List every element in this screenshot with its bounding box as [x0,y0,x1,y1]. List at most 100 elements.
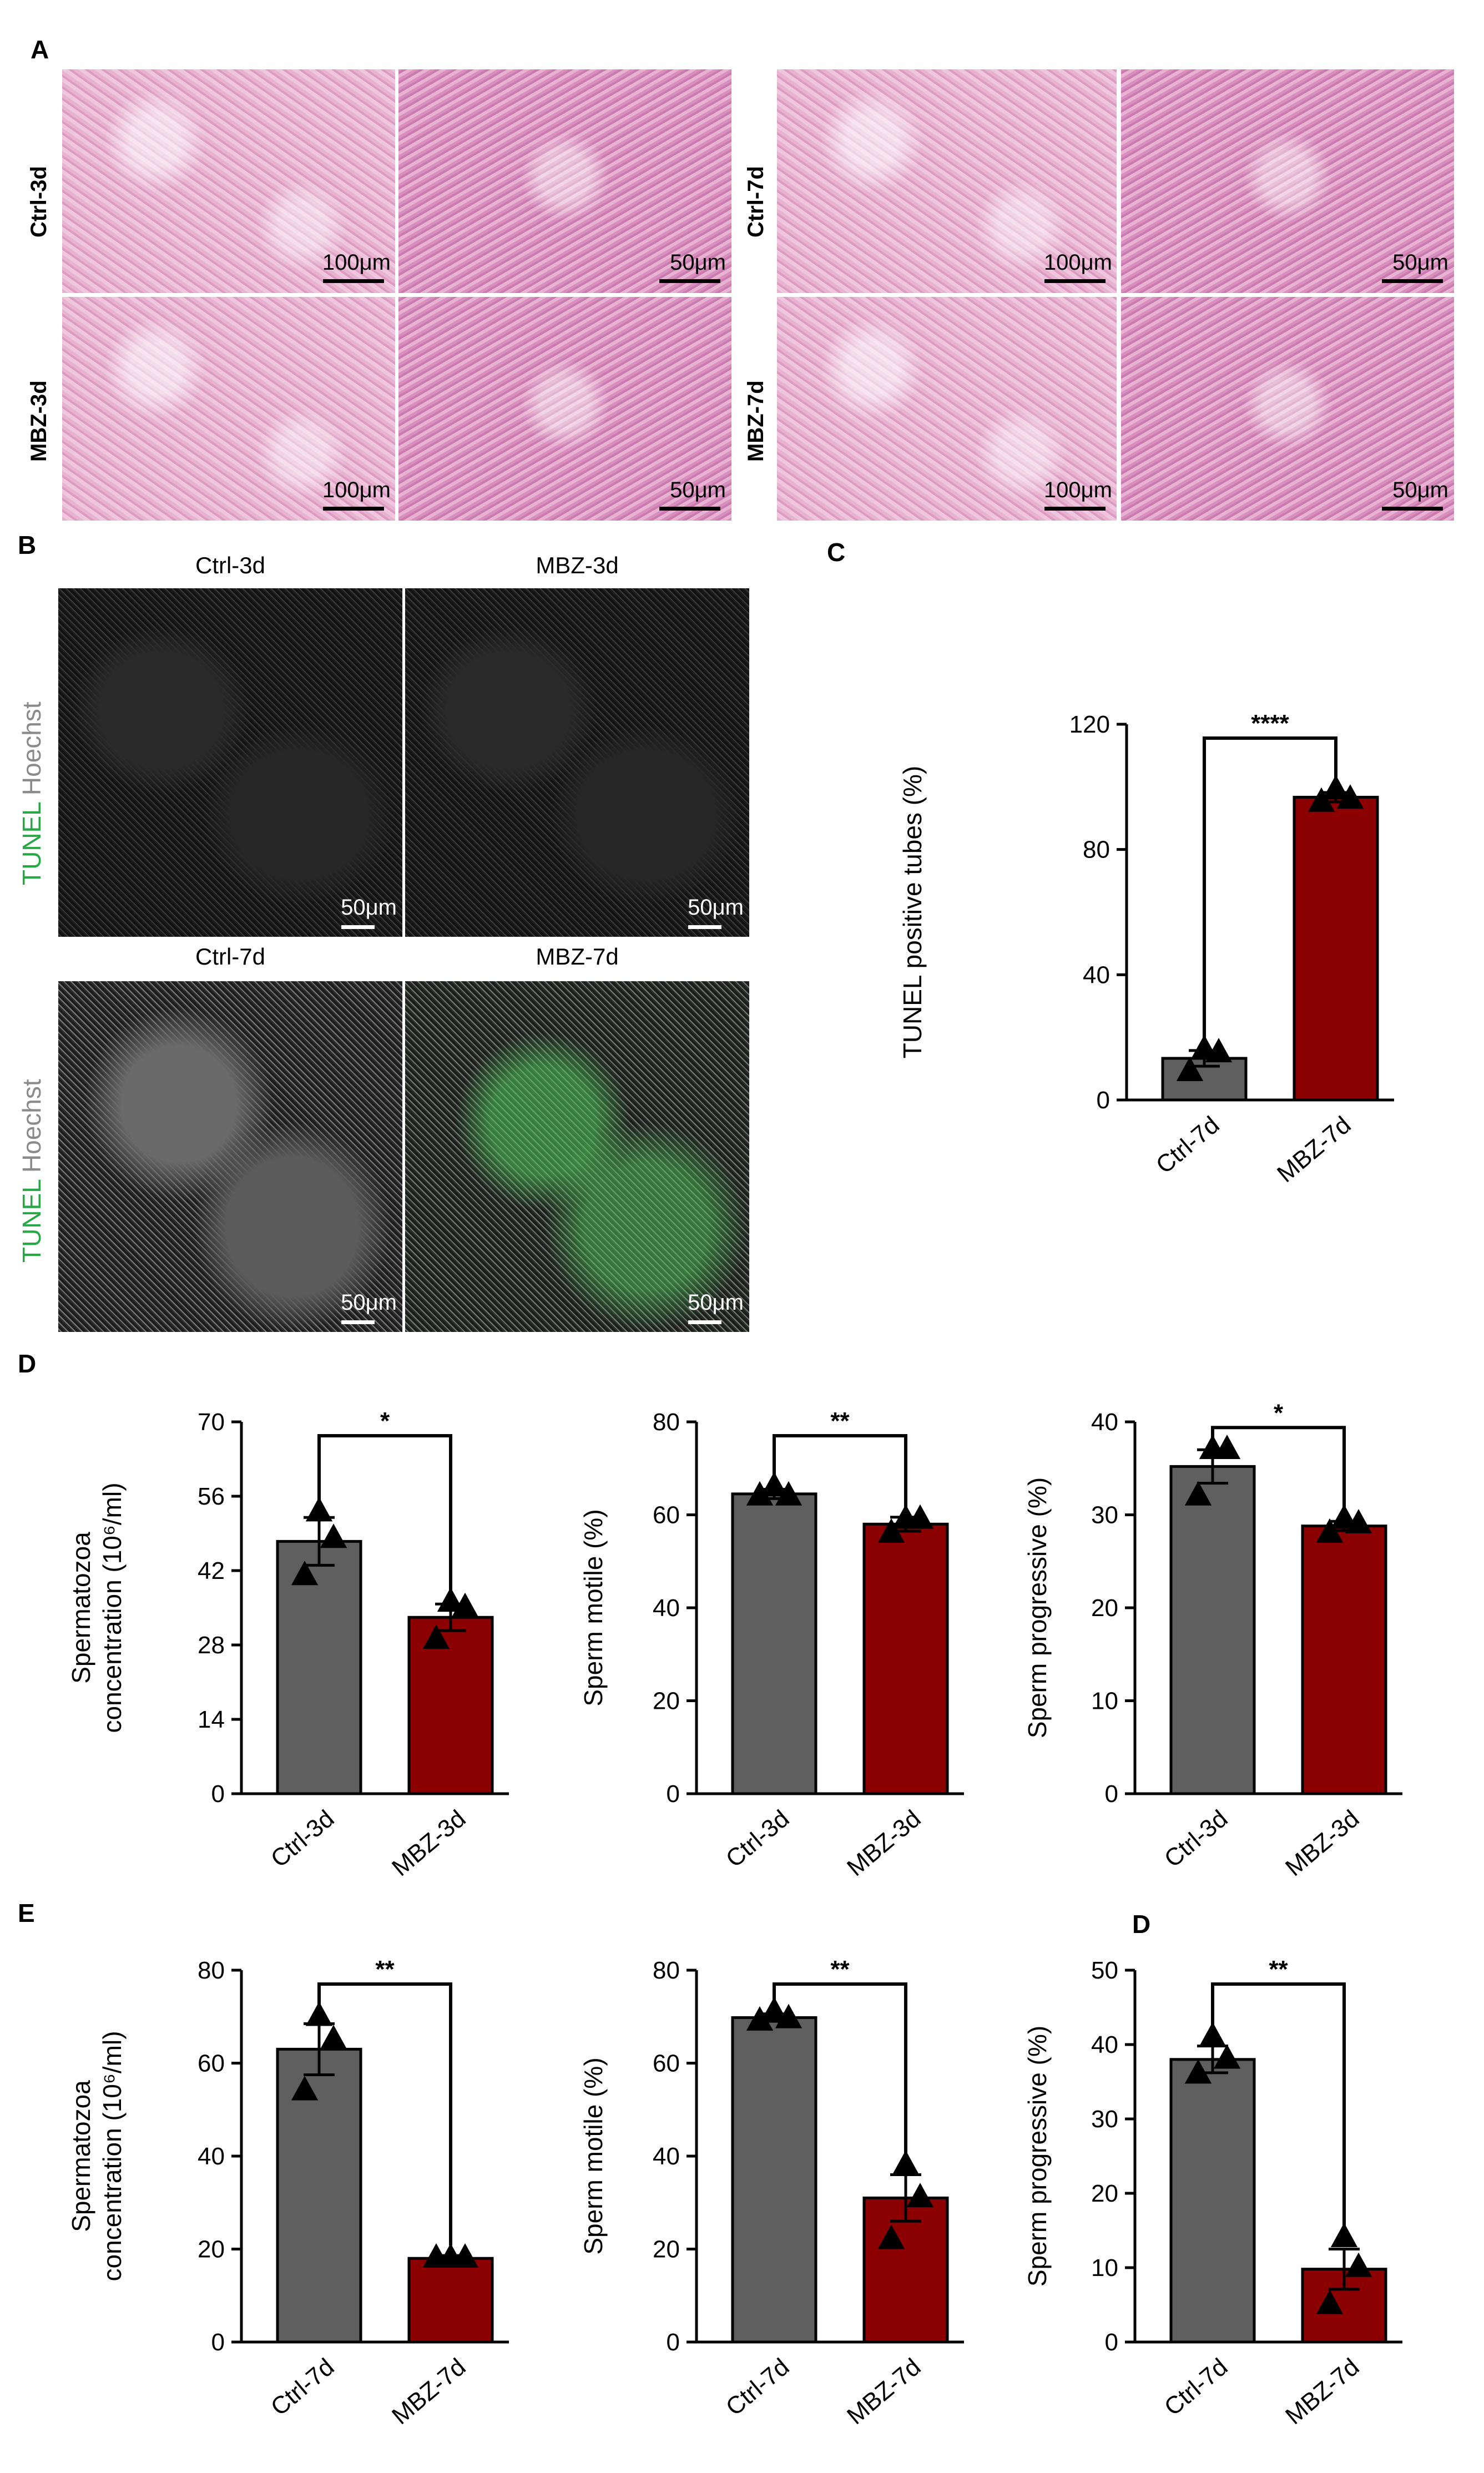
significance-label: ** [830,1956,850,1983]
significance-label: ** [375,1956,395,1983]
col-label-ctrl-7d: Ctrl-7d [195,943,266,970]
x-category-label: MBZ-7d [387,2353,471,2430]
y-tick-label: 30 [1091,1502,1118,1529]
y-tick-label: 20 [653,1688,680,1715]
scale-bar [688,1320,721,1324]
y-tick-label: 0 [667,2329,680,2356]
data-point [1213,2044,1241,2069]
y-tick-label: 20 [1091,1594,1118,1622]
data-point [320,1523,347,1548]
significance-label: ** [830,1407,850,1435]
y-axis-label: Spermatozoa [67,2080,95,2232]
scale-bar [341,1320,375,1324]
bar-mbz-3d [407,1616,494,1795]
y-tick-label: 40 [653,1594,680,1622]
y-tick-label: 40 [198,2143,225,2170]
he-micrograph-mbz-3d-low: 100μm [62,297,395,521]
data-point [906,2183,934,2208]
scale-label: 100μm [1043,478,1112,502]
data-point [892,1504,920,1529]
panel-letter-d-duplicate: D [1132,1910,1151,1939]
x-category-label: MBZ-3d [1280,1805,1364,1881]
data-point [746,1481,774,1506]
data-point [1205,1038,1233,1063]
x-category-label: MBZ-3d [387,1805,471,1881]
data-point [1213,1434,1241,1459]
data-point [451,1592,479,1617]
he-micrograph-ctrl-7d-low: 100μm [777,69,1117,293]
y-tick-label: 60 [653,2050,680,2077]
y-axis-label: TUNEL positive tubes (%) [898,766,927,1058]
bar-mbz-7d [862,2196,949,2344]
bar-ctrl-3d [276,1540,362,1795]
bar-mbz-7d [1301,2268,1387,2344]
significance-bracket [773,1434,907,1507]
data-point [1316,1518,1344,1543]
y-axis-label: Sperm motile (%) [579,2057,608,2254]
bar-mbz-3d [1301,1525,1387,1795]
x-category-label: Ctrl-3d [266,1805,340,1873]
y-tick-label: 0 [1105,2329,1118,2356]
data-point [1316,2289,1344,2314]
y-axis-label: Sperm progressive (%) [1023,2026,1052,2287]
bar-mbz-3d [862,1522,949,1795]
chart-e3: 0 10 20 30 40 50 Sperm progressive (%) Ctrl-7d M… [1023,1956,1402,2430]
data-point [305,1497,333,1522]
data-point [1184,1481,1212,1506]
data-point [877,2224,905,2249]
y-tick-label: 120 [1069,711,1110,738]
x-category-label: Ctrl-7d [1151,1111,1225,1179]
data-point [320,2025,347,2050]
x-category-label: Ctrl-7d [1159,2353,1233,2421]
data-point [1190,1034,1218,1059]
y-tick-label: 30 [1091,2106,1118,2133]
scale-bar [688,925,721,929]
he-micrograph-mbz-7d-high: 50μm [1121,297,1454,521]
data-point [1330,1504,1358,1529]
scale-label: 50μm [688,895,744,920]
y-tick-label: 42 [198,1557,225,1584]
x-category-label: Ctrl-7d [266,2353,340,2421]
data-point [1199,2022,1226,2047]
he-micrograph-mbz-3d-high: 50μm [398,297,731,521]
he-micrograph-ctrl-3d-high: 50μm [398,69,731,293]
y-tick-label: 80 [198,1957,225,1984]
data-point [877,1518,905,1543]
y-tick-label: 40 [1091,2031,1118,2058]
significance-label: ** [1269,1956,1288,1983]
y-axis-label: Sperm progressive (%) [1023,1477,1052,1738]
y-tick-label: 20 [1091,2180,1118,2207]
he-micrograph-ctrl-3d-low: 100μm [62,69,395,293]
significance-bracket [317,1982,452,2246]
significance-label: **** [1251,710,1289,737]
stain-tunel: TUNEL [17,1179,46,1263]
chart-e2: 0 20 40 60 80 Sperm motile (%) Ctrl-7d MBZ-7d ** [579,1956,964,2430]
x-category-label: MBZ-7d [842,2353,926,2430]
scale-bar [659,507,720,511]
y-axis-label: Sperm motile (%) [579,1509,608,1706]
y-tick-label: 0 [211,1780,225,1808]
data-point [1345,1508,1372,1533]
y-axis-label: concentration (10⁶/ml) [98,1482,127,1733]
data-point [1308,787,1335,812]
significance-label: * [380,1407,390,1435]
data-point [775,1481,802,1506]
row-label-ctrl-3d: Ctrl-3d [27,166,51,238]
scale-label: 50μm [341,895,397,920]
scale-label: 100μm [322,478,391,502]
data-point [1336,784,1364,809]
y-tick-label: 80 [653,1957,680,1984]
scale-bar [1382,507,1443,511]
data-point [760,1471,788,1496]
scale-bar [659,279,720,283]
stain-hoechst: Hoechst [17,701,46,796]
chart-c: 0 40 80 120 TUNEL positive tubes (%) Ctrl-7d M… [898,710,1394,1188]
he-micrograph-mbz-7d-low: 100μm [777,297,1117,521]
scale-bar [323,279,384,283]
significance-label: * [1274,1399,1284,1426]
row-label-ctrl-7d: Ctrl-7d [744,166,768,238]
data-point [291,2076,319,2101]
y-tick-label: 56 [198,1483,225,1510]
data-point [1322,775,1350,800]
chart-e1: 0 20 40 60 80 Spermatozoa concentration (10⁶/m… [67,1956,509,2430]
